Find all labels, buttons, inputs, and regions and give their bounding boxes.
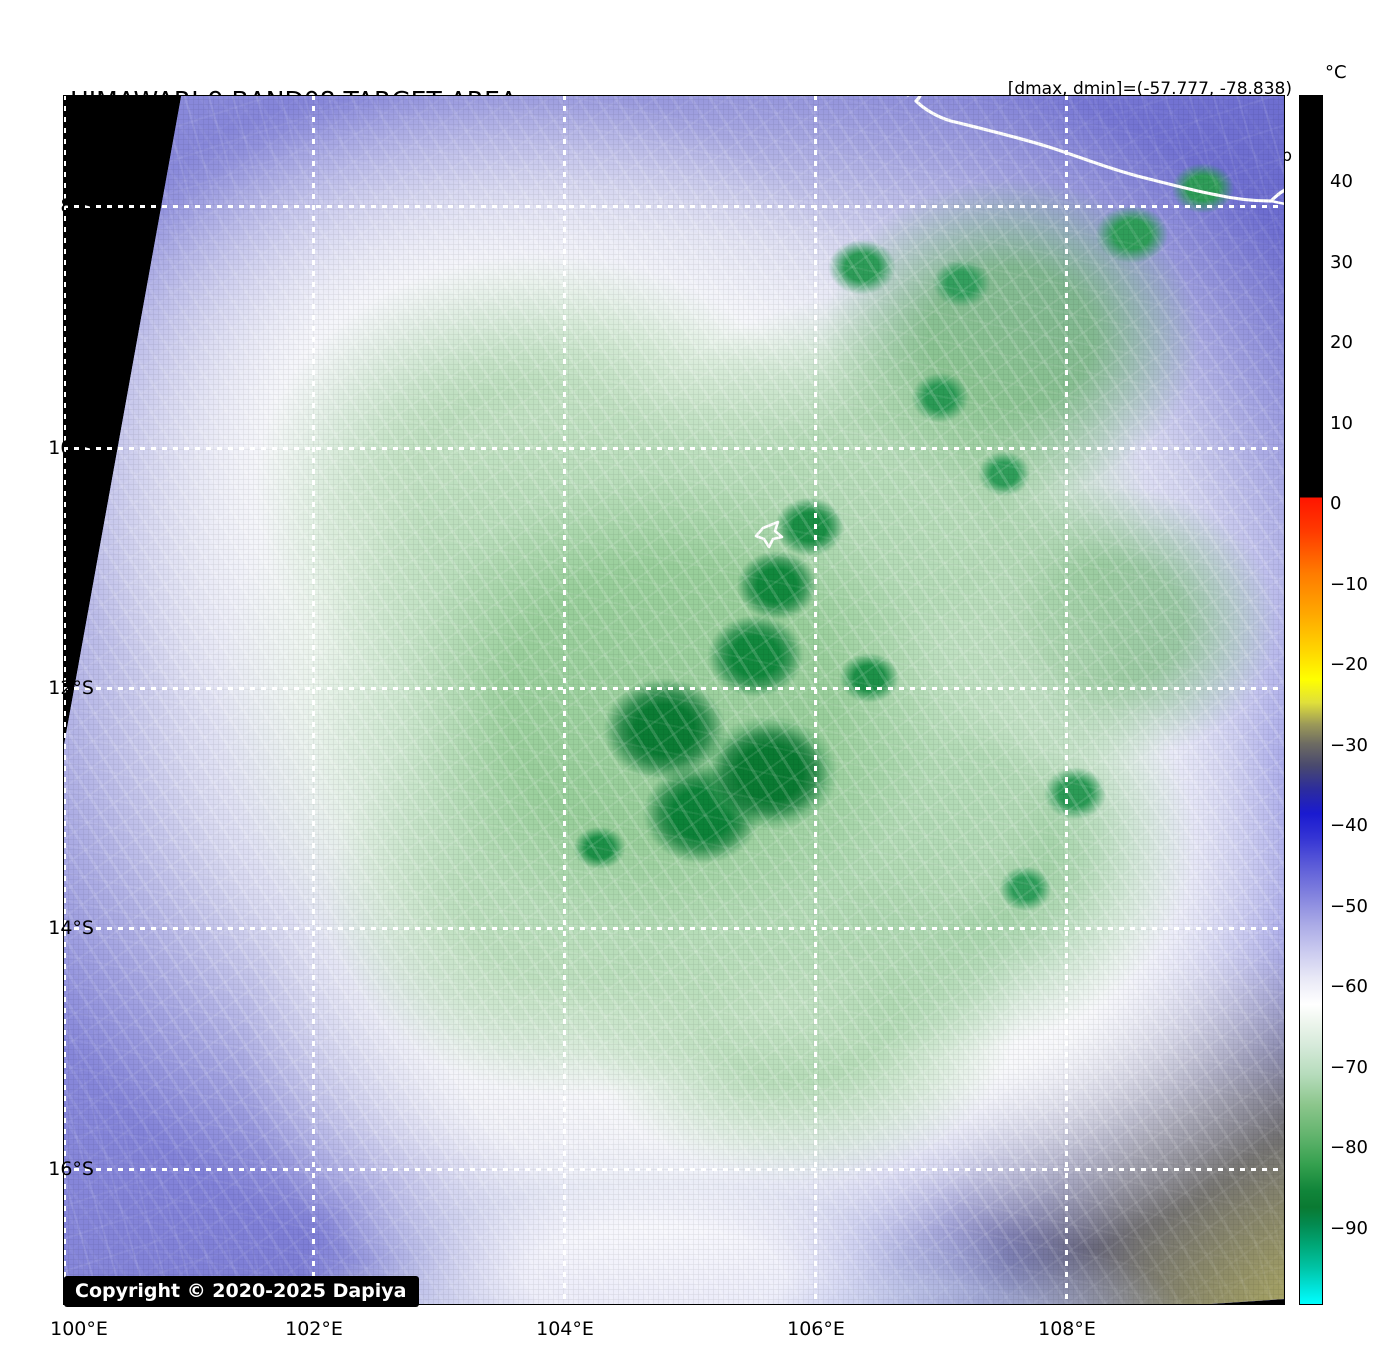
cbtick-m70: −70 [1330, 1057, 1368, 1078]
ytick-16s: 16°S [48, 1158, 94, 1180]
xtick-100e: 100°E [50, 1318, 108, 1340]
colorbar [1299, 95, 1323, 1305]
cbtick-m40: −40 [1330, 815, 1368, 836]
satellite-swath [63, 95, 1285, 1305]
island-outline [754, 520, 784, 549]
cbtick-m60: −60 [1330, 976, 1368, 997]
ytick-12s: 12°S [48, 677, 94, 699]
cbtick-m10: −10 [1330, 574, 1368, 595]
ytick-14s: 14°S [48, 917, 94, 939]
cbtick-m30: −30 [1330, 735, 1368, 756]
pixel-noise [63, 95, 1285, 1305]
cbtick-10: 10 [1330, 413, 1353, 434]
xtick-104e: 104°E [536, 1318, 594, 1340]
xtick-106e: 106°E [787, 1318, 845, 1340]
xtick-102e: 102°E [285, 1318, 343, 1340]
satellite-image-plot [63, 95, 1285, 1305]
cbtick-m80: −80 [1330, 1137, 1368, 1158]
cbtick-m20: −20 [1330, 654, 1368, 675]
cbtick-m90: −90 [1330, 1218, 1368, 1239]
colorbar-unit-label: °C [1325, 62, 1347, 83]
colorbar-gradient [1300, 96, 1322, 1304]
coastline-overlay [906, 95, 1285, 213]
copyright-banner: Copyright © 2020-2025 Dapiya [64, 1276, 420, 1307]
cbtick-m50: −50 [1330, 896, 1368, 917]
cbtick-30: 30 [1330, 252, 1353, 273]
cbtick-40: 40 [1330, 171, 1353, 192]
ytick-10s: 10°S [48, 437, 94, 459]
cbtick-0: 0 [1330, 493, 1342, 514]
southern-cloud-band [63, 95, 1285, 1305]
data-range-label: [dmax, dmin]=(-57.777, -78.838) [1007, 78, 1292, 99]
cbtick-20: 20 [1330, 332, 1353, 353]
ytick-8s: 8°S [60, 195, 94, 217]
xtick-108e: 108°E [1038, 1318, 1096, 1340]
